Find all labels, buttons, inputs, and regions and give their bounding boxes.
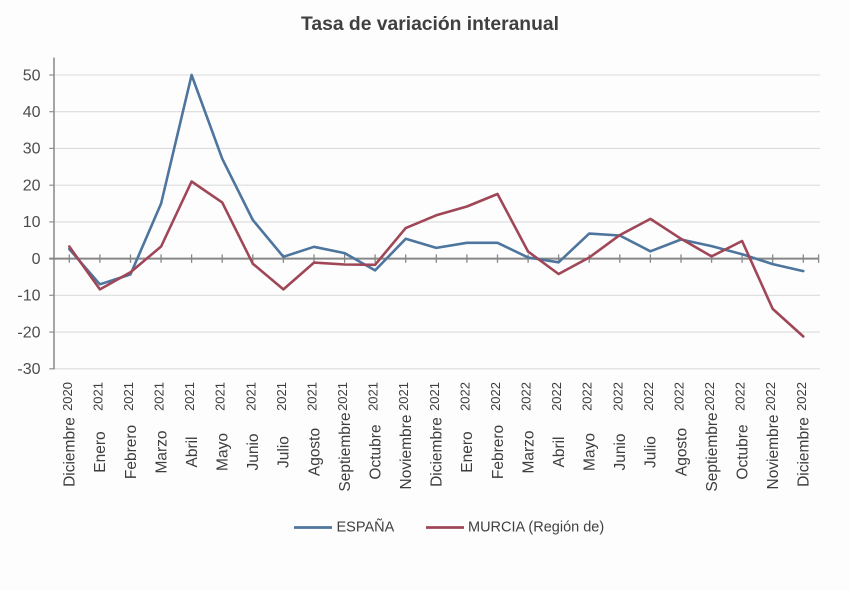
svg-text:Diciembre: Diciembre xyxy=(429,417,446,487)
svg-text:2022: 2022 xyxy=(549,382,564,411)
svg-text:-30: -30 xyxy=(17,361,40,378)
svg-text:Noviembre: Noviembre xyxy=(398,415,415,490)
svg-text:MURCIA (Región de): MURCIA (Región de) xyxy=(468,520,604,536)
svg-text:Abril: Abril xyxy=(551,436,568,467)
svg-text:2020: 2020 xyxy=(60,382,75,411)
svg-text:Julio: Julio xyxy=(643,436,660,468)
svg-text:10: 10 xyxy=(23,214,41,231)
svg-text:Agosto: Agosto xyxy=(306,428,323,476)
svg-text:Octubre: Octubre xyxy=(367,424,384,479)
svg-text:Mayo: Mayo xyxy=(215,433,232,471)
svg-text:2022: 2022 xyxy=(457,382,472,411)
svg-text:Marzo: Marzo xyxy=(520,430,537,473)
svg-text:Junio: Junio xyxy=(612,433,629,470)
svg-text:2021: 2021 xyxy=(90,382,105,411)
svg-text:Julio: Julio xyxy=(276,436,293,468)
svg-text:Noviembre: Noviembre xyxy=(765,415,782,490)
svg-text:2021: 2021 xyxy=(243,382,258,411)
svg-text:Mayo: Mayo xyxy=(582,433,599,471)
svg-text:Febrero: Febrero xyxy=(490,425,507,479)
svg-text:2021: 2021 xyxy=(366,382,381,411)
svg-text:Tasa de variación interanual: Tasa de variación interanual xyxy=(301,14,559,35)
svg-text:Enero: Enero xyxy=(92,431,109,472)
svg-text:-20: -20 xyxy=(17,324,40,341)
svg-text:2022: 2022 xyxy=(672,382,687,411)
svg-text:2022: 2022 xyxy=(488,382,503,411)
svg-text:2022: 2022 xyxy=(702,382,717,411)
svg-text:ESPAÑA: ESPAÑA xyxy=(337,519,395,536)
svg-text:Agosto: Agosto xyxy=(673,428,690,476)
svg-text:20: 20 xyxy=(23,178,41,195)
svg-text:2021: 2021 xyxy=(274,382,289,411)
svg-text:2022: 2022 xyxy=(519,382,534,411)
svg-text:Septiembre: Septiembre xyxy=(337,412,354,491)
svg-text:40: 40 xyxy=(23,104,41,121)
svg-text:0: 0 xyxy=(32,251,41,268)
svg-text:Octubre: Octubre xyxy=(734,424,751,479)
svg-text:Junio: Junio xyxy=(245,433,262,470)
svg-text:Septiembre: Septiembre xyxy=(704,412,721,491)
svg-text:2021: 2021 xyxy=(152,382,167,411)
svg-text:Febrero: Febrero xyxy=(123,425,140,479)
svg-text:2022: 2022 xyxy=(763,382,778,411)
svg-text:Abril: Abril xyxy=(184,436,201,467)
svg-text:2021: 2021 xyxy=(396,382,411,411)
svg-text:30: 30 xyxy=(23,141,41,158)
svg-text:2021: 2021 xyxy=(305,382,320,411)
svg-text:2022: 2022 xyxy=(580,382,595,411)
svg-text:2022: 2022 xyxy=(610,382,625,411)
svg-text:Diciembre: Diciembre xyxy=(62,417,79,487)
svg-text:2022: 2022 xyxy=(794,382,809,411)
svg-text:2021: 2021 xyxy=(182,382,197,411)
svg-text:2022: 2022 xyxy=(733,382,748,411)
svg-text:50: 50 xyxy=(23,67,41,84)
svg-text:2021: 2021 xyxy=(427,382,442,411)
svg-text:2021: 2021 xyxy=(335,382,350,411)
svg-text:Diciembre: Diciembre xyxy=(796,417,813,487)
svg-text:Marzo: Marzo xyxy=(153,430,170,473)
svg-text:2021: 2021 xyxy=(213,382,228,411)
svg-text:2021: 2021 xyxy=(121,382,136,411)
svg-text:-10: -10 xyxy=(17,288,40,305)
svg-text:Enero: Enero xyxy=(459,431,476,472)
svg-text:2022: 2022 xyxy=(641,382,656,411)
